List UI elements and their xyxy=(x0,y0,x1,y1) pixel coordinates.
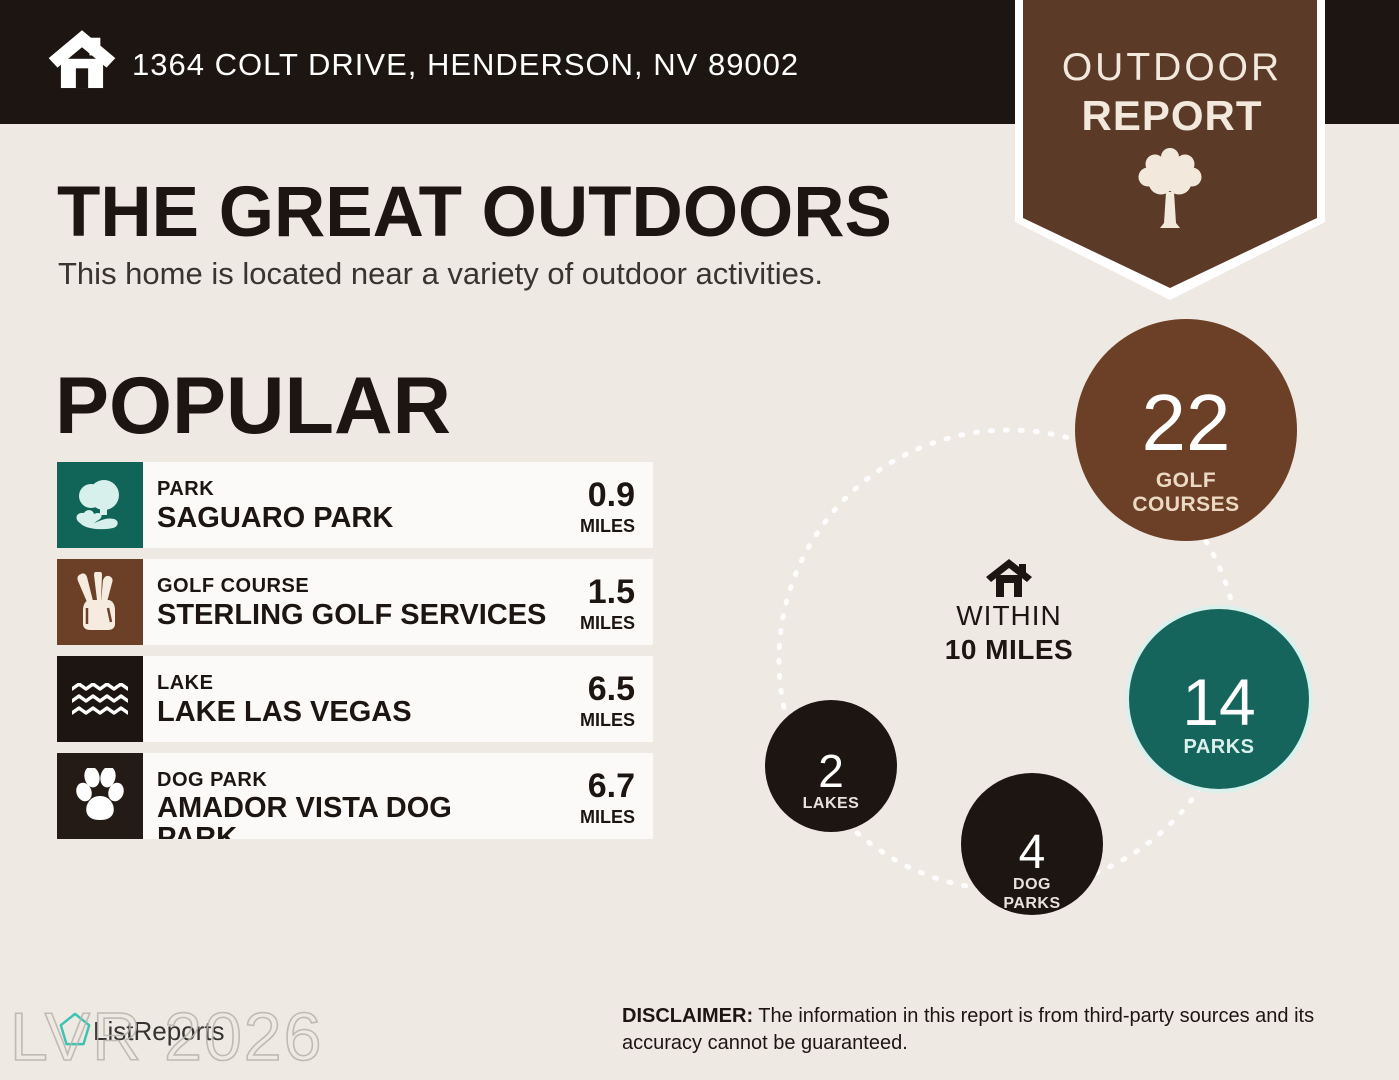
svg-text:22: 22 xyxy=(1142,378,1231,467)
svg-text:WITHIN: WITHIN xyxy=(956,600,1062,631)
svg-text:PARKS: PARKS xyxy=(1183,736,1254,758)
svg-text:LVR 2026: LVR 2026 xyxy=(10,999,320,1075)
svg-text:2: 2 xyxy=(818,745,844,797)
svg-text:10 MILES: 10 MILES xyxy=(945,634,1073,665)
svg-text:DOG: DOG xyxy=(1013,876,1051,893)
svg-text:4: 4 xyxy=(1019,826,1046,879)
svg-text:14: 14 xyxy=(1182,665,1255,739)
svg-text:GOLF: GOLF xyxy=(1156,469,1216,492)
svg-text:LAKES: LAKES xyxy=(803,795,860,812)
svg-text:COURSES: COURSES xyxy=(1132,493,1239,516)
svg-text:PARKS: PARKS xyxy=(1003,895,1060,912)
